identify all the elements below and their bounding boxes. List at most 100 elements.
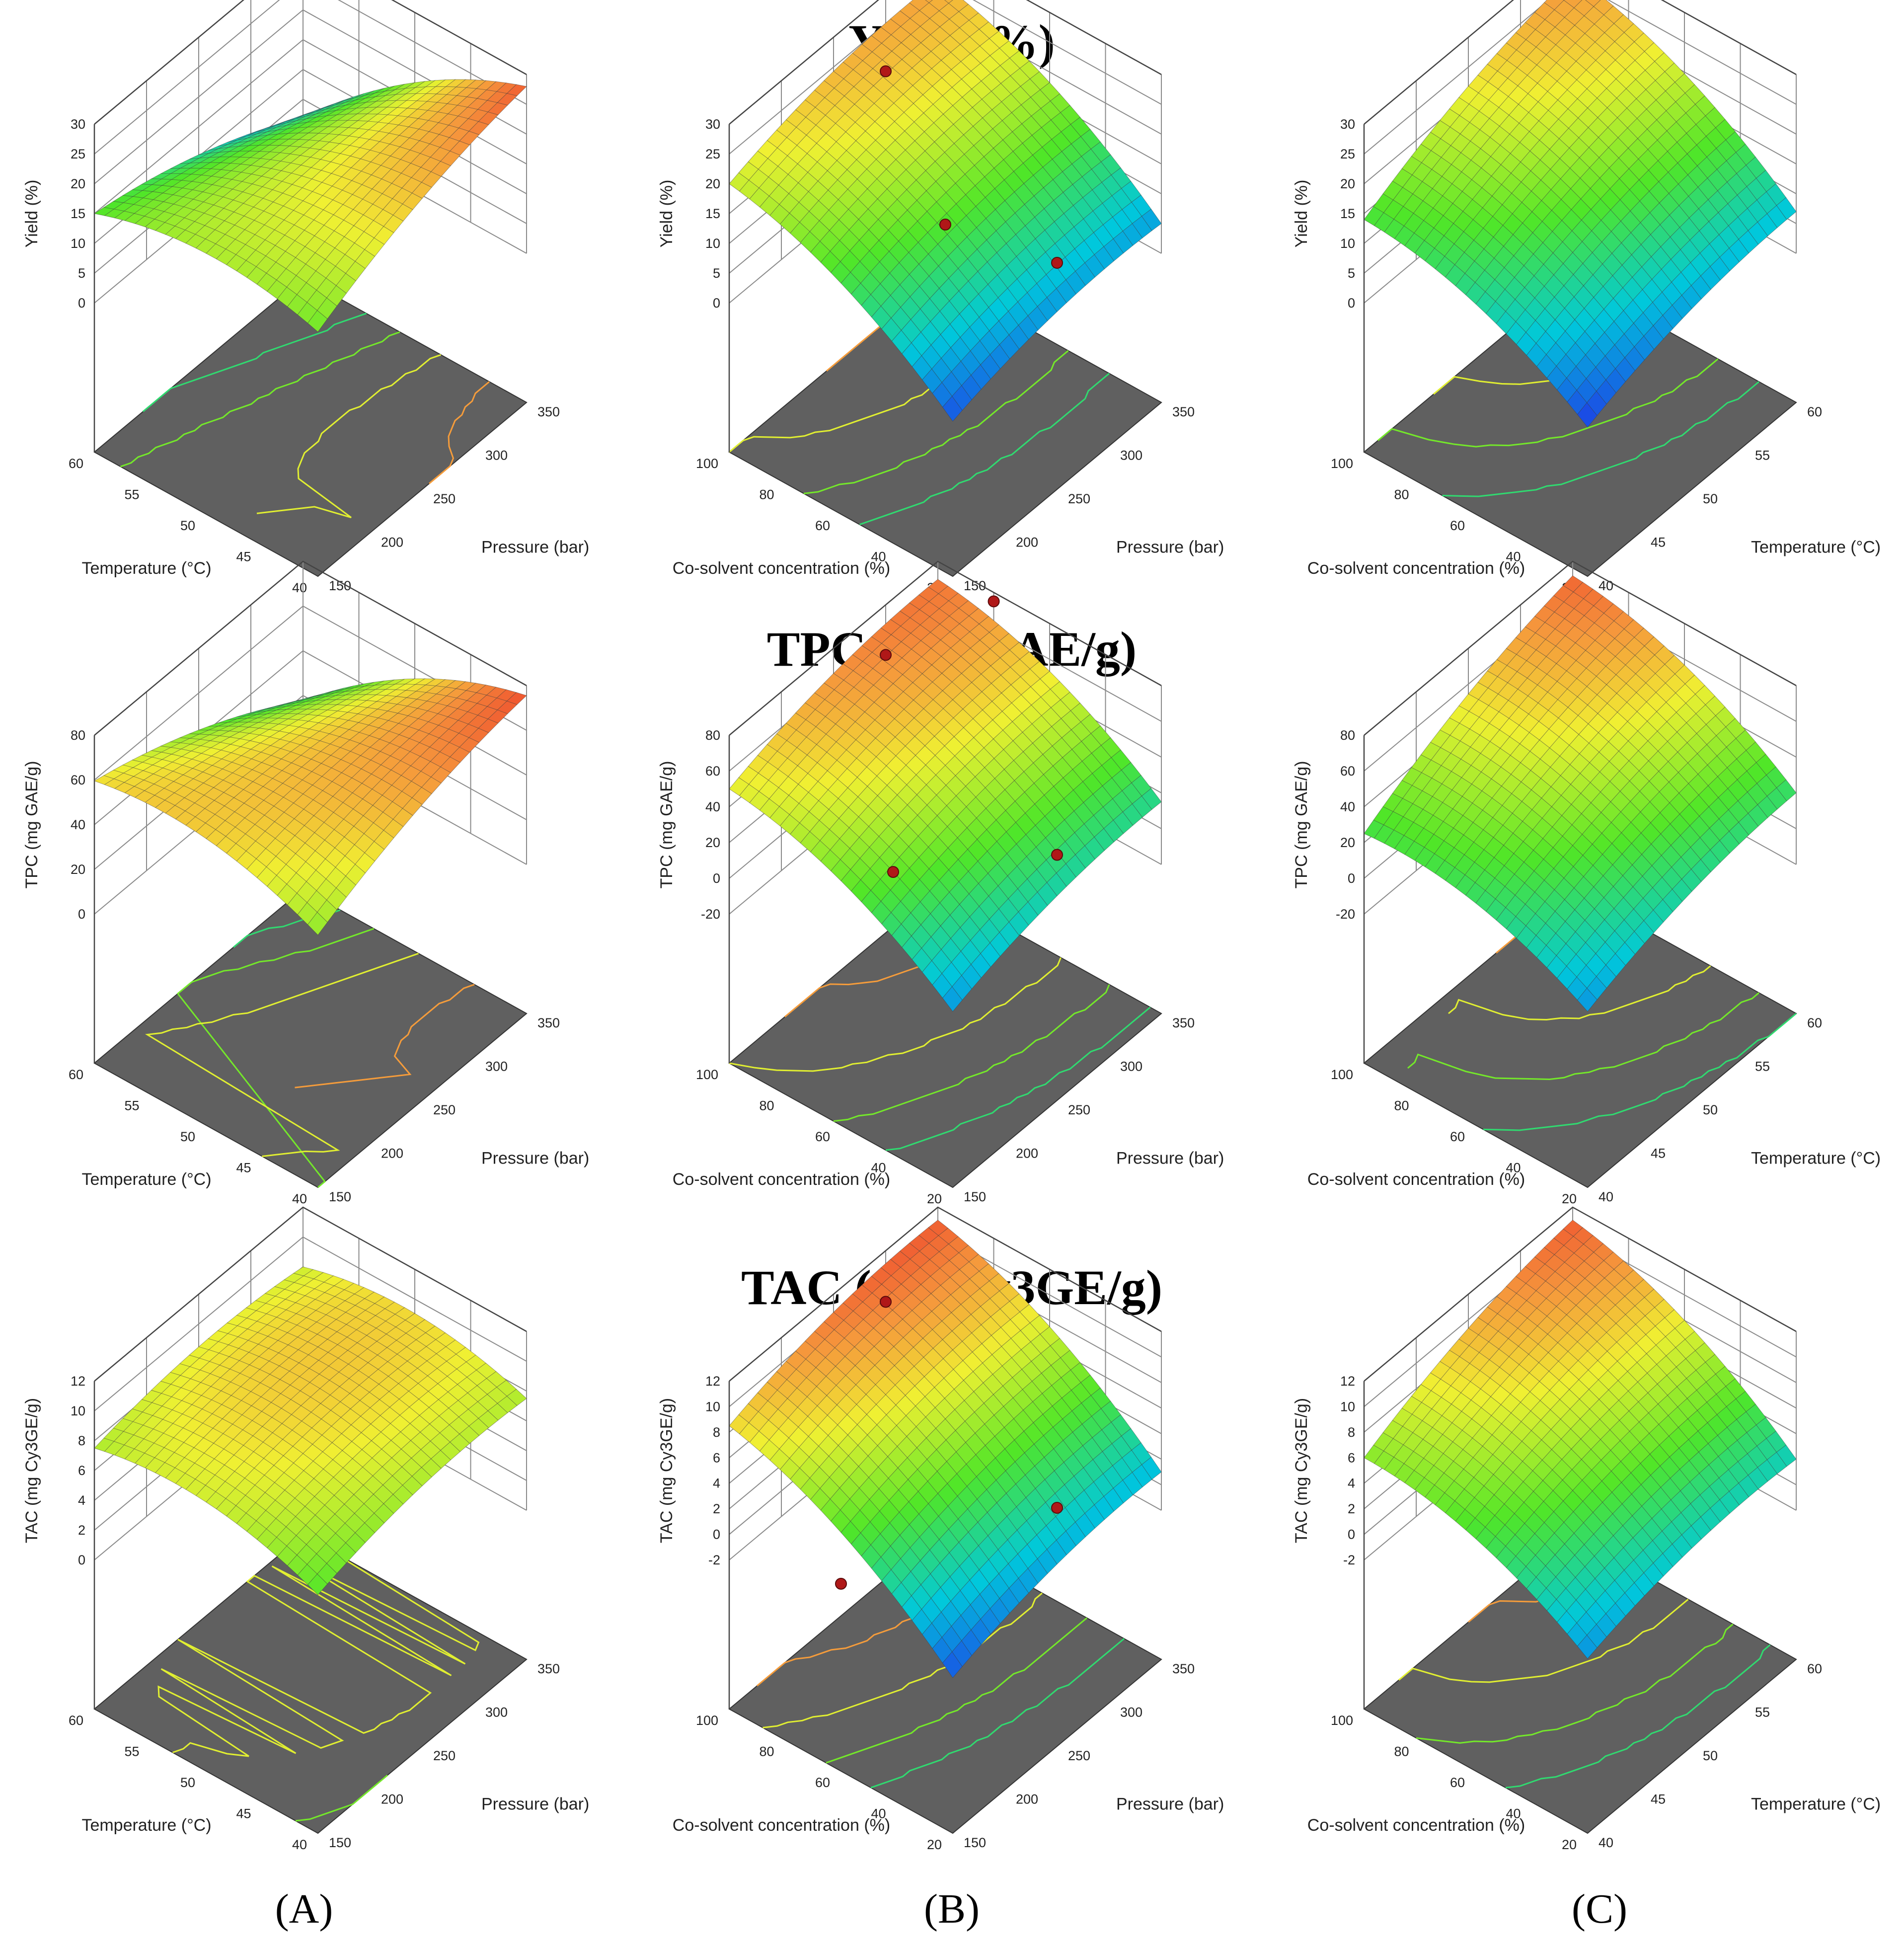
z-tick-label: 0 — [1348, 1527, 1355, 1542]
x-tick-label: 80 — [1394, 1744, 1409, 1759]
y-axis-title: Pressure (bar) — [481, 1149, 589, 1168]
x-tick-label: 20 — [927, 1191, 942, 1206]
x-tick-label: 55 — [124, 1744, 139, 1759]
x-tick-label: 55 — [124, 1098, 139, 1113]
x-tick-label: 45 — [236, 549, 251, 564]
z-axis-title: Yield (%) — [657, 180, 676, 248]
z-axis-title: TAC (mg Cy3GE/g) — [1292, 1398, 1311, 1543]
z-axis-title: TPC (mg GAE/g) — [22, 761, 41, 889]
surface-facet — [1577, 402, 1598, 428]
z-tick-label: 25 — [705, 147, 720, 161]
y-tick-label: 55 — [1755, 448, 1770, 463]
x-tick-label: 40 — [292, 580, 307, 595]
y-tick-label: 350 — [1172, 1661, 1195, 1676]
y-tick-label: 40 — [1599, 1189, 1613, 1204]
x-tick-label: 60 — [69, 1713, 83, 1728]
z-tick-label: 25 — [71, 147, 85, 161]
y-tick-label: 45 — [1651, 535, 1666, 550]
y-tick-label: 250 — [1068, 1748, 1090, 1763]
x-tick-label: 100 — [1331, 1067, 1353, 1082]
z-tick-label: 5 — [713, 266, 720, 281]
response-surface — [94, 1266, 527, 1595]
x-axis-title: Co-solvent concentration (%) — [1307, 1816, 1525, 1835]
z-tick-label: 4 — [713, 1476, 720, 1491]
x-tick-label: 60 — [1450, 1129, 1465, 1144]
contour-line — [256, 354, 441, 519]
surface-plot-yield-C: 100806040204045505560051015202530Co-solv… — [1292, 0, 1881, 595]
z-tick-label: -20 — [701, 907, 720, 922]
z-tick-label: 6 — [713, 1450, 720, 1465]
surface-facet — [307, 310, 328, 332]
z-tick-label: 80 — [705, 728, 720, 743]
z-tick-label: 40 — [1340, 799, 1355, 814]
x-tick-label: 20 — [1562, 1191, 1577, 1206]
response-surface — [1364, 575, 1797, 1012]
y-tick-label: 200 — [1016, 535, 1038, 550]
z-tick-label: 0 — [713, 296, 720, 311]
column-label-b: (B) — [924, 1886, 980, 1932]
z-tick-label: 12 — [1340, 1374, 1355, 1389]
contour-line — [145, 952, 419, 1157]
x-tick-label: 40 — [871, 549, 886, 564]
floor-contours — [145, 909, 475, 1188]
z-tick-label: 10 — [71, 1403, 85, 1418]
y-tick-label: 200 — [381, 1792, 403, 1807]
response-surface — [729, 0, 1162, 422]
z-tick-label: 60 — [705, 764, 720, 778]
z-tick-label: 0 — [713, 871, 720, 886]
z-tick-label: 4 — [78, 1493, 85, 1508]
y-tick-label: 300 — [1120, 1705, 1142, 1720]
y-axis-title: Temperature (°C) — [1751, 1795, 1881, 1814]
z-tick-label: 80 — [1340, 728, 1355, 743]
y-tick-label: 60 — [1807, 404, 1822, 419]
column-label-c: (C) — [1572, 1886, 1627, 1932]
y-axis-title: Pressure (bar) — [1116, 538, 1224, 557]
y-tick-label: 250 — [433, 1102, 456, 1117]
design-point — [880, 1296, 892, 1308]
x-tick-label: 50 — [180, 518, 195, 533]
contour-line — [1377, 358, 1719, 448]
z-tick-label: 8 — [713, 1425, 720, 1440]
z-tick-label: 10 — [71, 236, 85, 251]
x-tick-label: 60 — [1450, 518, 1465, 533]
contour-line — [859, 373, 1110, 526]
y-axis-title: Pressure (bar) — [1116, 1149, 1224, 1168]
x-tick-label: 60 — [69, 1067, 83, 1082]
design-point — [1051, 257, 1063, 269]
z-tick-label: 20 — [1340, 835, 1355, 850]
floor-contours — [120, 312, 490, 519]
contour-line — [803, 350, 1069, 494]
z-tick-label: 4 — [1348, 1476, 1355, 1491]
response-surface — [1364, 1220, 1797, 1659]
x-axis-title: Co-solvent concentration (%) — [1307, 559, 1525, 578]
y-tick-label: 55 — [1755, 1059, 1770, 1074]
z-tick-label: 5 — [1348, 266, 1355, 281]
z-tick-label: 15 — [71, 206, 85, 221]
x-tick-label: 50 — [180, 1775, 195, 1790]
y-tick-label: 300 — [1120, 1059, 1142, 1074]
x-tick-label: 45 — [236, 1806, 251, 1821]
contour-line — [176, 928, 374, 1188]
z-tick-label: 8 — [78, 1433, 85, 1448]
z-tick-label: 0 — [78, 907, 85, 922]
x-tick-label: 60 — [815, 518, 830, 533]
x-tick-label: 80 — [759, 1744, 774, 1759]
y-tick-label: 150 — [329, 1835, 351, 1850]
z-tick-label: 0 — [713, 1527, 720, 1542]
y-tick-label: 350 — [1172, 404, 1195, 419]
box-top-edge — [1364, 0, 1797, 125]
x-tick-label: 100 — [696, 1713, 718, 1728]
y-axis-title: Temperature (°C) — [1751, 1149, 1881, 1168]
z-tick-label: -2 — [1343, 1553, 1355, 1567]
y-tick-label: 200 — [1016, 1146, 1038, 1161]
x-tick-label: 60 — [815, 1129, 830, 1144]
design-point — [1051, 1502, 1063, 1514]
x-tick-label: 80 — [759, 1098, 774, 1113]
z-tick-label: 10 — [705, 1399, 720, 1414]
z-axis-title: Yield (%) — [1292, 180, 1311, 248]
x-axis-title: Temperature (°C) — [81, 1170, 211, 1189]
box-top-edge — [729, 0, 1162, 125]
z-axis-title: TPC (mg GAE/g) — [657, 761, 676, 889]
